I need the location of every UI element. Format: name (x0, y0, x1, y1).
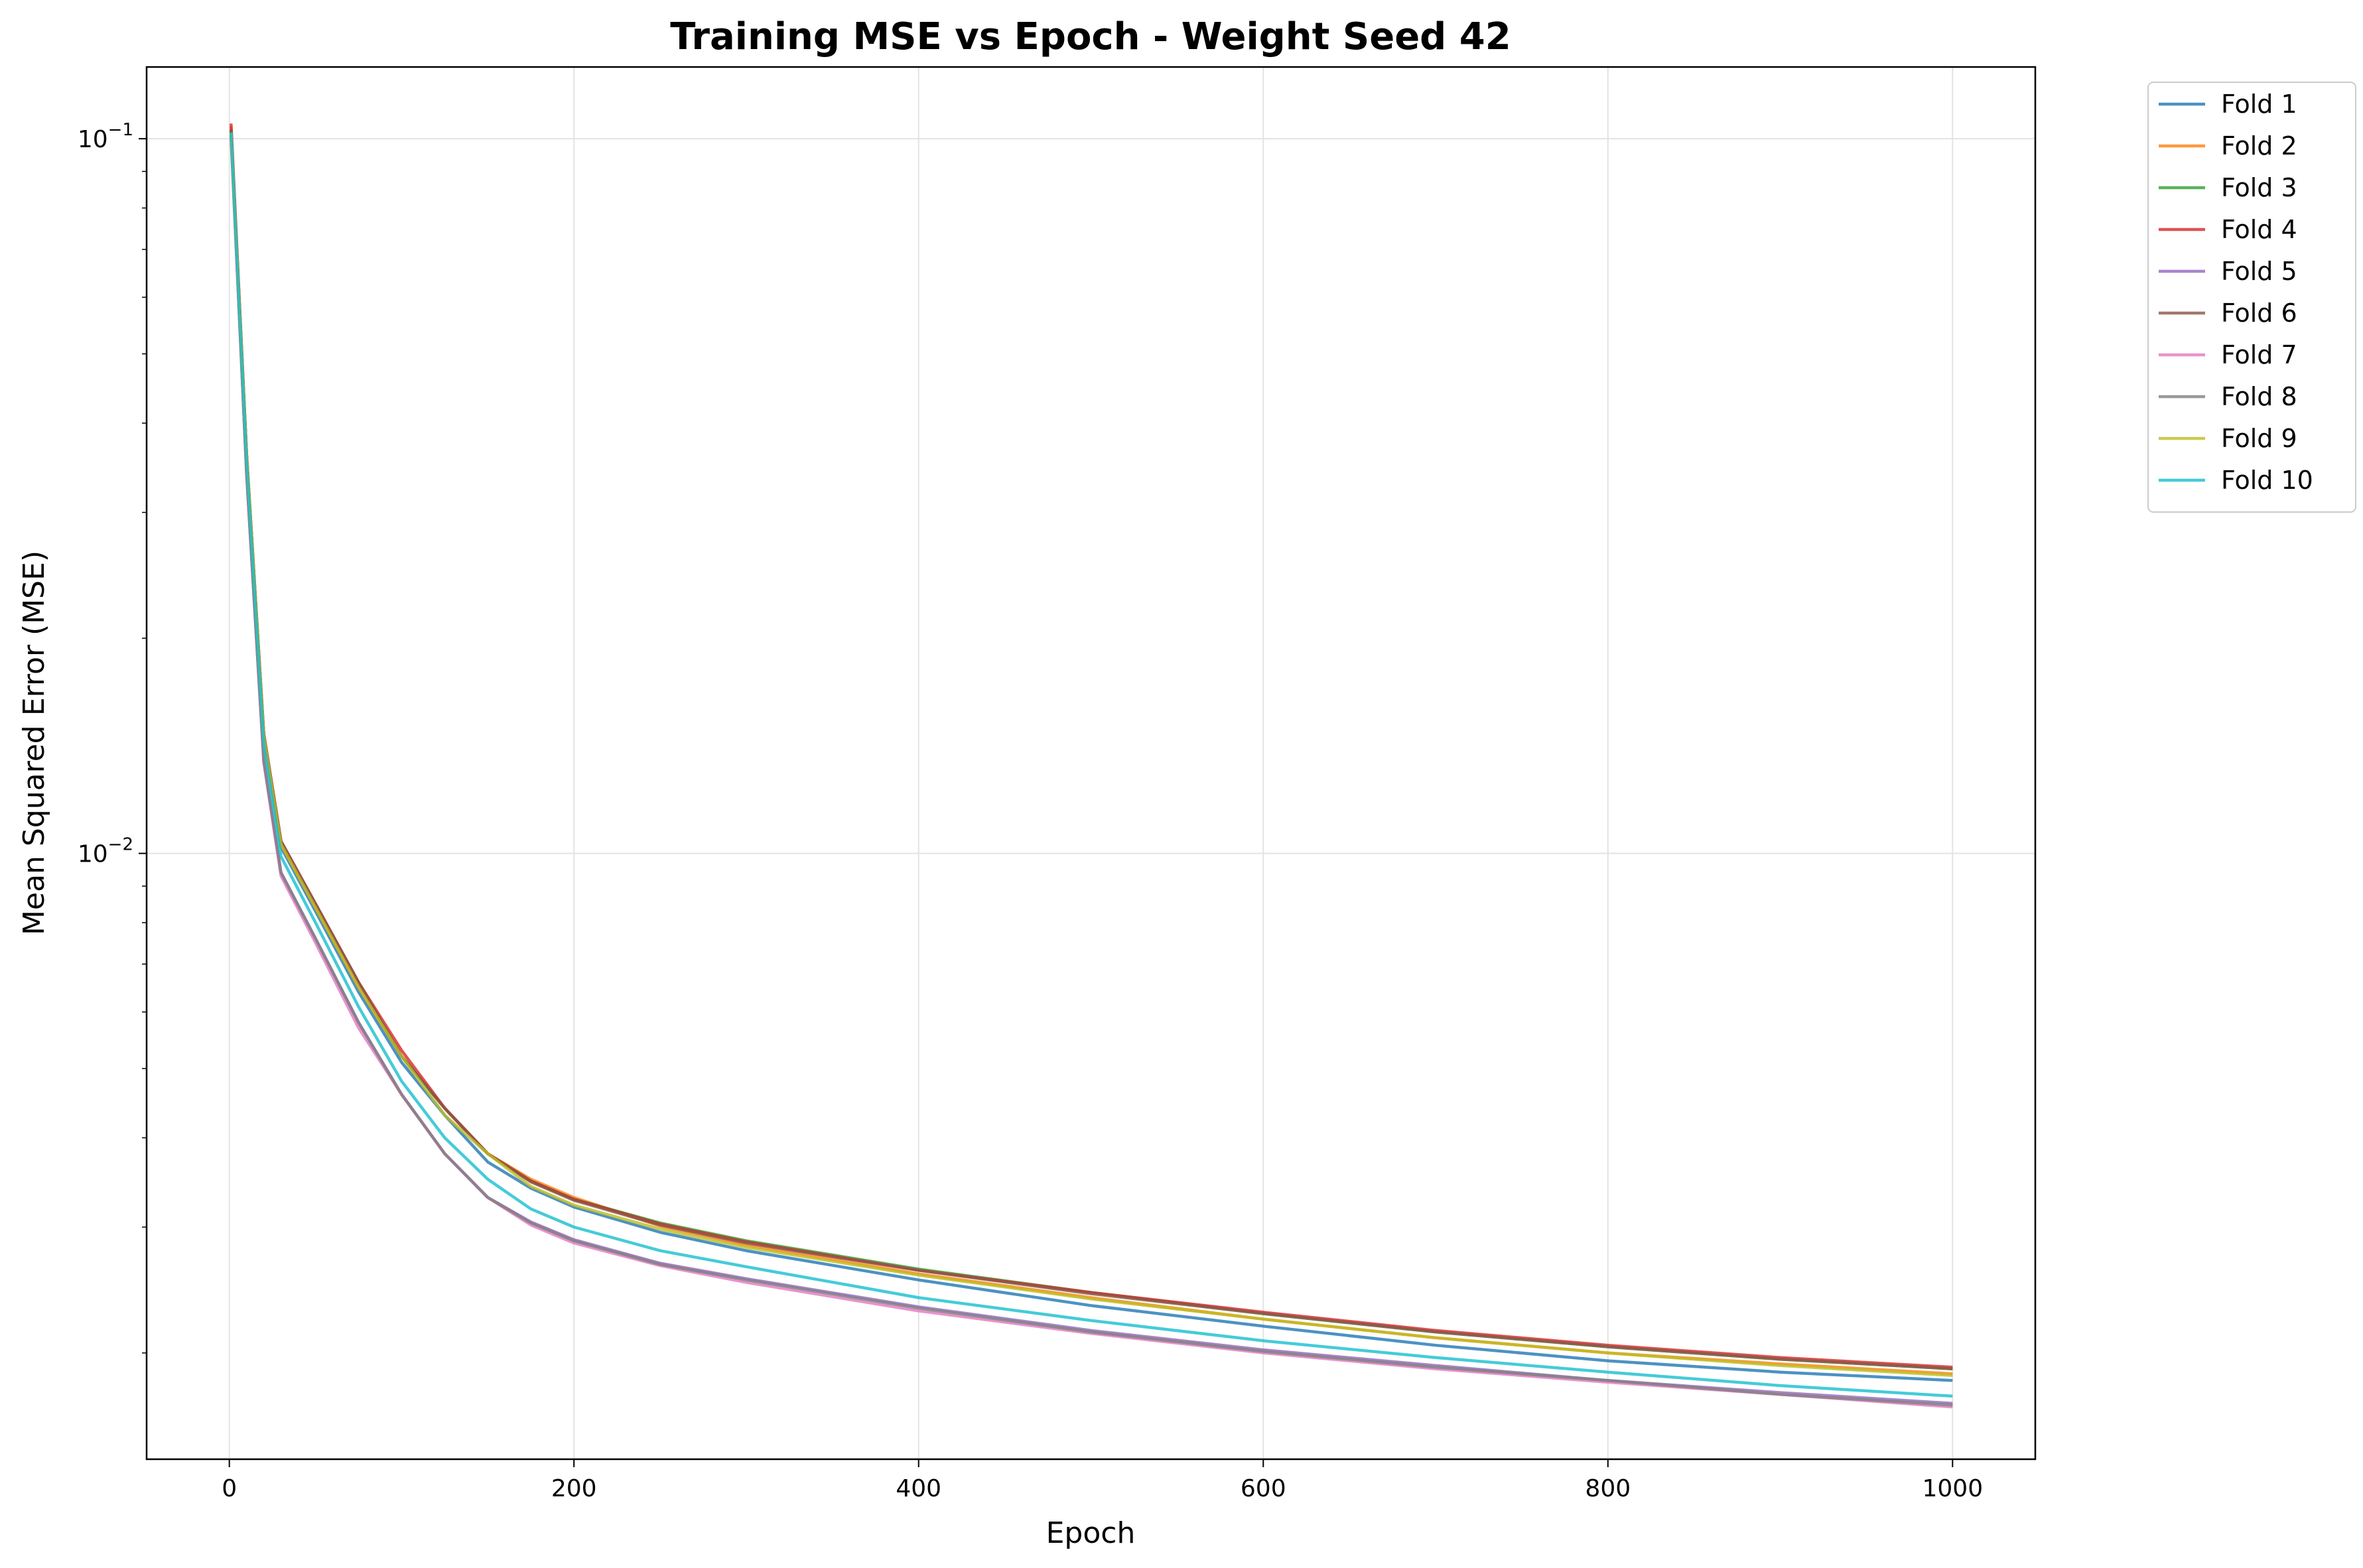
legend-label: Fold 8 (2221, 382, 2297, 411)
legend-label: Fold 5 (2221, 257, 2297, 286)
plot-frame (145, 66, 2037, 1461)
legend: Fold 1 Fold 2 Fold 3 Fold 4 Fold 5 Fold 6 Fold… (2147, 82, 2356, 513)
grid (147, 67, 2035, 1459)
series-line (230, 135, 1953, 1407)
x-tick-label: 600 (1241, 1475, 1286, 1502)
x-tick-label: 400 (896, 1475, 941, 1502)
legend-label: Fold 7 (2221, 340, 2297, 369)
x-tick-label: 800 (1585, 1475, 1631, 1502)
series-lines (230, 123, 1953, 1409)
x-tick-label: 200 (551, 1475, 597, 1502)
x-tick-label: 0 (222, 1475, 237, 1502)
y-tick-label-exponent: −1 (108, 120, 133, 140)
legend-label: Fold 4 (2221, 215, 2297, 244)
series-line (230, 132, 1953, 1377)
legend-label: Fold 10 (2221, 466, 2313, 495)
legend-label: Fold 2 (2221, 131, 2297, 161)
y-tick-label: 10−2 (78, 835, 133, 868)
x-tick-label: 1000 (1923, 1475, 1984, 1502)
plot-area (147, 67, 2035, 1459)
legend-label: Fold 6 (2221, 298, 2297, 328)
series-line (230, 138, 1953, 1409)
series-line (230, 132, 1953, 1398)
x-axis-title: Epoch (1046, 1516, 1136, 1550)
y-tick-label: 10−1 (78, 120, 133, 153)
chart-title: Training MSE vs Epoch - Weight Seed 42 (670, 15, 1511, 58)
y-tick-label-base: 10 (78, 126, 108, 153)
y-tick-label-exponent: −2 (108, 835, 133, 855)
legend-box (2147, 82, 2356, 513)
legend-label: Fold 3 (2221, 173, 2297, 202)
x-axis: 0 200 400 600 800 1000 (222, 1459, 1983, 1502)
y-tick-label-base: 10 (78, 841, 108, 868)
legend-label: Fold 1 (2221, 90, 2297, 119)
legend-label: Fold 9 (2221, 424, 2297, 453)
y-axis: 10−110−2 (78, 120, 147, 1354)
y-axis-title: Mean Squared Error (MSE) (17, 551, 51, 935)
